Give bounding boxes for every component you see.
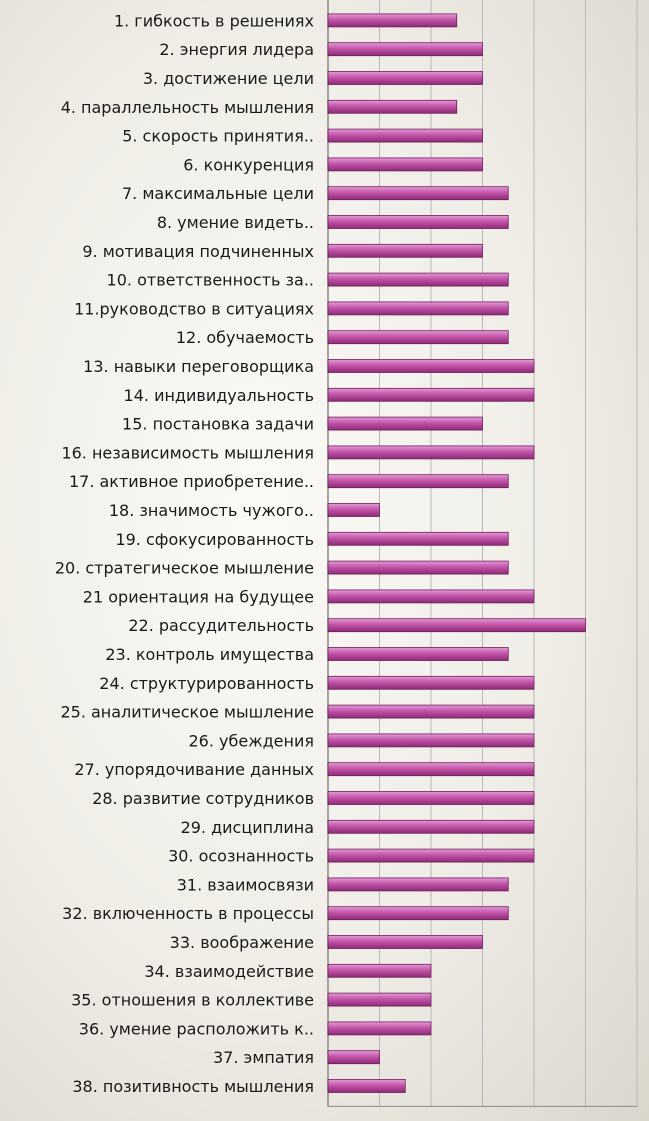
bar bbox=[327, 762, 535, 777]
bar bbox=[327, 387, 535, 402]
bar bbox=[327, 243, 483, 258]
bar bbox=[327, 906, 509, 921]
bar bbox=[327, 416, 483, 431]
category-label: 5. скорость принятия.. bbox=[122, 127, 314, 146]
category-label: 8. умение видеть.. bbox=[157, 213, 314, 232]
bar bbox=[327, 157, 483, 172]
bar bbox=[327, 560, 509, 575]
category-label: 21 ориентация на будущее bbox=[83, 587, 314, 606]
bar bbox=[327, 128, 483, 143]
category-label: 2. энергия лидера bbox=[159, 40, 314, 59]
bar bbox=[327, 71, 483, 85]
bar bbox=[327, 963, 432, 978]
category-label: 6. конкуренция bbox=[183, 155, 314, 174]
bar bbox=[327, 13, 458, 28]
category-label: 34. взаимодействие bbox=[144, 962, 314, 981]
category-label: 29. дисциплина bbox=[181, 818, 314, 837]
bar bbox=[327, 531, 509, 546]
category-label: 18. значимость чужого.. bbox=[109, 501, 314, 520]
bar bbox=[327, 301, 509, 316]
bar bbox=[327, 503, 380, 517]
category-label: 12. обучаемость bbox=[176, 328, 314, 347]
bar bbox=[327, 1050, 380, 1065]
category-label: 38. позитивность мышления bbox=[72, 1077, 314, 1096]
bar bbox=[327, 935, 483, 949]
category-label: 15. постановка задачи bbox=[122, 415, 314, 434]
category-label: 16. независимость мышления bbox=[61, 443, 314, 462]
category-label: 10. ответственность за.. bbox=[107, 271, 314, 290]
category-label: 30. осознанность bbox=[168, 847, 314, 866]
bar bbox=[327, 848, 535, 863]
category-label: 27. упорядочивание данных bbox=[74, 760, 314, 779]
bar bbox=[327, 1021, 432, 1036]
bar bbox=[327, 647, 509, 661]
category-label: 32. включенность в процессы bbox=[62, 904, 314, 923]
category-label: 13. навыки переговорщика bbox=[83, 357, 314, 376]
bar bbox=[327, 733, 535, 748]
bar bbox=[327, 992, 432, 1007]
bar bbox=[327, 618, 586, 633]
bar bbox=[327, 272, 509, 287]
bar bbox=[327, 791, 535, 805]
category-label: 24. структурированность bbox=[99, 674, 314, 693]
gridlines bbox=[327, 0, 638, 1107]
bars bbox=[327, 13, 586, 1093]
category-label: 17. активное приобретение.. bbox=[69, 472, 314, 491]
category-label: 20. стратегическое мышление bbox=[55, 559, 314, 578]
category-label: 33. воображение bbox=[170, 933, 314, 952]
bar bbox=[327, 589, 535, 604]
category-label: 37. эмпатия bbox=[213, 1048, 314, 1067]
bar bbox=[327, 215, 509, 229]
bar bbox=[327, 445, 535, 460]
category-label: 26. убеждения bbox=[188, 731, 314, 750]
category-label: 7. максимальные цели bbox=[122, 184, 314, 203]
bar bbox=[327, 99, 458, 114]
category-label: 35. отношения в коллективе bbox=[71, 991, 314, 1010]
bar bbox=[327, 704, 535, 719]
bar bbox=[327, 1079, 406, 1093]
category-label: 25. аналитическое мышление bbox=[60, 703, 314, 722]
bar bbox=[327, 359, 535, 373]
category-label: 11.руководство в ситуациях bbox=[74, 299, 314, 318]
bar bbox=[327, 675, 535, 690]
category-label: 28. развитие сотрудников bbox=[92, 789, 314, 808]
bar bbox=[327, 877, 509, 892]
category-label: 19. сфокусированность bbox=[115, 530, 314, 549]
category-label: 4. параллельность мышления bbox=[61, 98, 314, 117]
category-label: 3. достижение цели bbox=[143, 69, 314, 88]
category-label: 14. индивидуальность bbox=[124, 386, 314, 405]
bar bbox=[327, 330, 509, 345]
bar bbox=[327, 819, 535, 834]
bar bbox=[327, 186, 509, 201]
category-label: 36. умение расположить к.. bbox=[79, 1019, 314, 1038]
category-label: 9. мотивация подчиненных bbox=[82, 242, 314, 261]
category-label: 22. рассудительность bbox=[128, 616, 314, 635]
bar bbox=[327, 474, 509, 489]
category-label: 1. гибкость в решениях bbox=[114, 11, 314, 30]
bar bbox=[327, 42, 483, 57]
category-label: 23. контроль имущества bbox=[105, 645, 314, 664]
category-labels: 1. гибкость в решениях 2. энергия лидера 3… bbox=[55, 11, 314, 1096]
category-label: 31. взаимосвязи bbox=[177, 875, 314, 894]
